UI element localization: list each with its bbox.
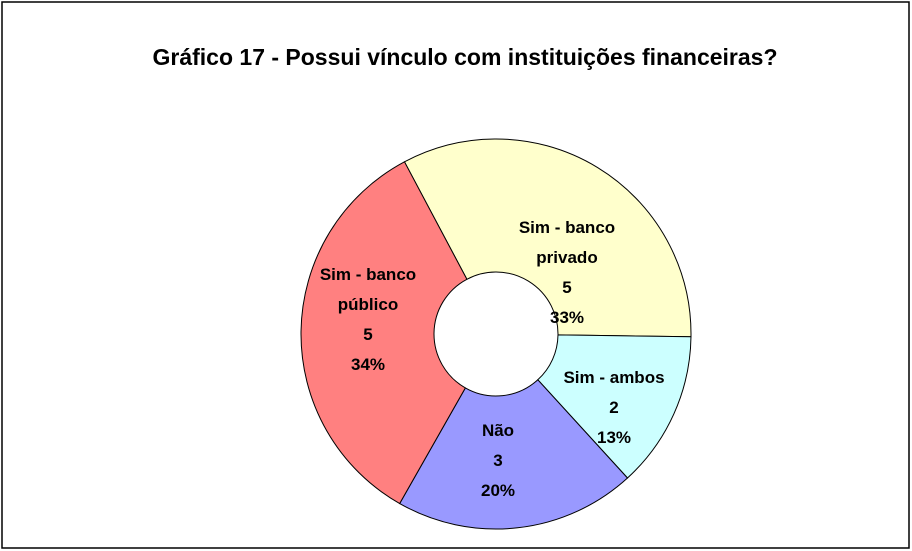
data-label: Sim - banco privado 5 33%	[502, 213, 632, 333]
slice-name: Sim - ambos	[563, 368, 665, 387]
donut-slice	[403, 138, 692, 338]
slice-count: 5	[562, 278, 572, 297]
slice-percent: 13%	[596, 428, 632, 447]
chart-title: Gráfico 17 - Possui vínculo com institui…	[152, 44, 778, 70]
donut-slice	[398, 379, 629, 530]
data-label: Sim - ambos 2 13%	[539, 363, 689, 453]
data-label: Sim - banco público 5 34%	[303, 260, 433, 380]
donut-slice	[300, 161, 468, 505]
slice-name: Não	[481, 421, 515, 440]
slice-count: 2	[609, 398, 619, 417]
slice-count: 3	[493, 451, 503, 470]
slice-percent: 33%	[549, 308, 585, 327]
data-label: Não 3 20%	[433, 416, 563, 506]
donut-slice	[537, 334, 692, 479]
slice-percent: 34%	[350, 355, 386, 374]
slice-name: Sim - banco privado	[518, 218, 616, 267]
slice-percent: 20%	[480, 481, 516, 500]
slice-name: Sim - banco público	[319, 265, 417, 314]
slice-count: 5	[363, 325, 373, 344]
